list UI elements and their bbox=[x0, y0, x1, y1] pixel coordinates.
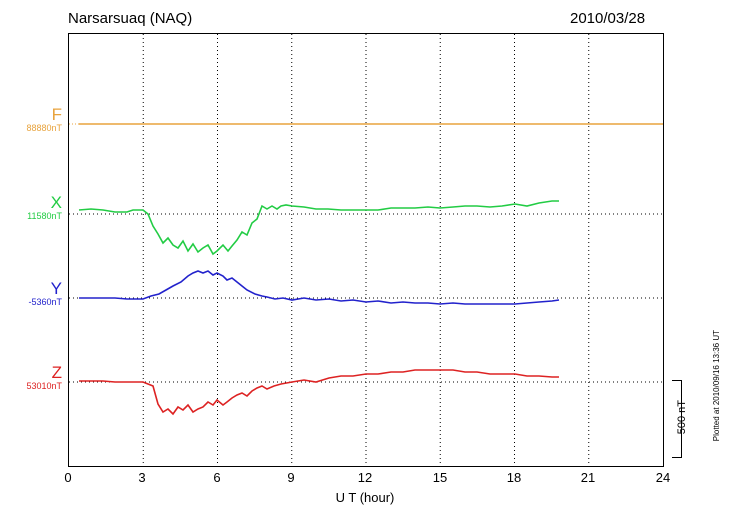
scale-bar-label: 500 nT bbox=[676, 400, 688, 435]
scale-bar bbox=[668, 380, 682, 458]
component-letter-X: X bbox=[50, 193, 62, 212]
component-baseline-F: 88880nT bbox=[26, 123, 62, 133]
scale-bar-tick-bottom bbox=[672, 457, 682, 458]
series-X bbox=[69, 200, 663, 256]
scale-bar-line bbox=[681, 380, 682, 458]
component-baseline-Z: 53010nT bbox=[26, 381, 62, 391]
xtick-12: 12 bbox=[357, 470, 373, 485]
component-label-F: F 88880nT bbox=[0, 106, 62, 134]
scale-bar-tick-top bbox=[672, 380, 682, 381]
xtick-0: 0 bbox=[64, 470, 72, 485]
component-letter-Y: Y bbox=[50, 279, 62, 298]
plot-canvas bbox=[69, 34, 663, 466]
xtick-15: 15 bbox=[432, 470, 448, 485]
gridlines bbox=[142, 34, 590, 466]
component-label-Z: Z 53010nT bbox=[0, 364, 62, 392]
series-Z bbox=[69, 369, 663, 416]
xtick-18: 18 bbox=[506, 470, 522, 485]
plotted-at-label: Plotted at 2010/09/16 13:36 UT bbox=[712, 330, 721, 442]
component-baseline-X: 11580nT bbox=[27, 211, 62, 221]
plot-frame bbox=[68, 33, 664, 467]
xtick-21: 21 bbox=[580, 470, 596, 485]
date-label: 2010/03/28 bbox=[570, 10, 646, 27]
xtick-3: 3 bbox=[138, 470, 146, 485]
xtick-6: 6 bbox=[213, 470, 221, 485]
xtick-24: 24 bbox=[655, 470, 671, 485]
component-letter-F: F bbox=[51, 105, 62, 124]
component-label-X: X 11580nT bbox=[0, 194, 62, 222]
component-label-Y: Y -5360nT bbox=[0, 280, 62, 308]
component-letter-Z: Z bbox=[51, 363, 62, 382]
xtick-9: 9 bbox=[287, 470, 295, 485]
x-axis-label: U T (hour) bbox=[335, 490, 395, 505]
component-baseline-Y: -5360nT bbox=[28, 297, 62, 307]
series-Y bbox=[69, 270, 663, 305]
station-title: Narsarsuaq (NAQ) bbox=[68, 10, 193, 27]
